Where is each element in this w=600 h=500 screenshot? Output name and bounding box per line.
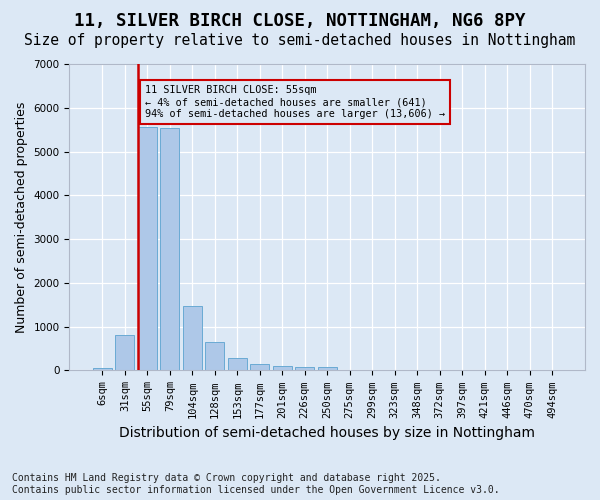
Bar [272, 366, 292, 370]
Text: Size of property relative to semi-detached houses in Nottingham: Size of property relative to semi-detach… [25, 32, 575, 48]
Bar [115, 336, 134, 370]
Bar [250, 364, 269, 370]
Bar [183, 306, 202, 370]
Text: Contains HM Land Registry data © Crown copyright and database right 2025.
Contai: Contains HM Land Registry data © Crown c… [12, 474, 500, 495]
Bar [295, 368, 314, 370]
Bar [228, 358, 247, 370]
Bar [160, 128, 179, 370]
Text: 11 SILVER BIRCH CLOSE: 55sqm
← 4% of semi-detached houses are smaller (641)
94% : 11 SILVER BIRCH CLOSE: 55sqm ← 4% of sem… [145, 86, 445, 118]
Bar [93, 368, 112, 370]
X-axis label: Distribution of semi-detached houses by size in Nottingham: Distribution of semi-detached houses by … [119, 426, 535, 440]
Bar [205, 342, 224, 370]
Bar [138, 128, 157, 370]
Y-axis label: Number of semi-detached properties: Number of semi-detached properties [15, 102, 28, 333]
Text: 11, SILVER BIRCH CLOSE, NOTTINGHAM, NG6 8PY: 11, SILVER BIRCH CLOSE, NOTTINGHAM, NG6 … [74, 12, 526, 30]
Bar [317, 368, 337, 370]
